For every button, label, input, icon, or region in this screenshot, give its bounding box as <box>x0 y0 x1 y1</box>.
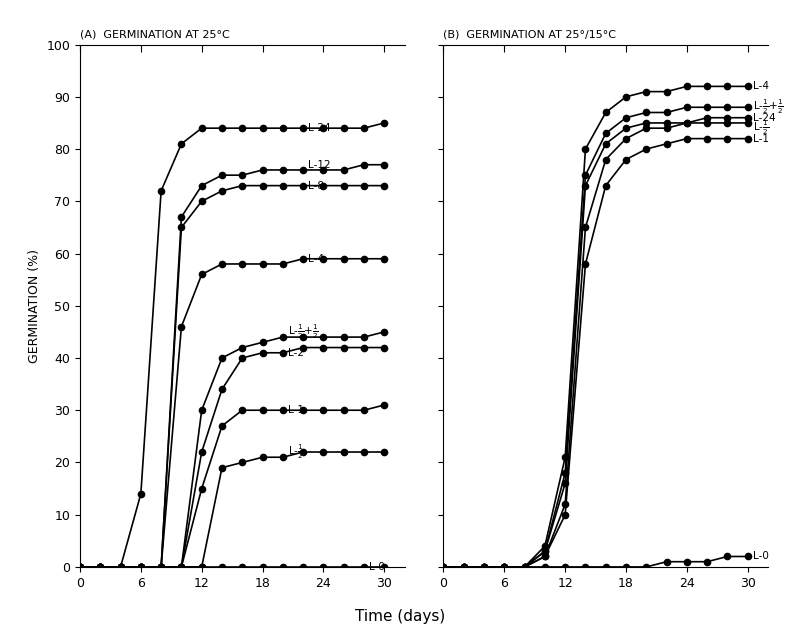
Text: L-$\mathregular{\frac{1}{2}}$: L-$\mathregular{\frac{1}{2}}$ <box>288 443 304 461</box>
Text: L-24: L-24 <box>308 123 331 133</box>
Text: L-24: L-24 <box>753 113 775 123</box>
Text: Time (days): Time (days) <box>355 609 445 624</box>
Text: L-8: L-8 <box>308 181 324 190</box>
Text: L-4: L-4 <box>753 82 769 91</box>
Text: L-$\mathregular{\frac{1}{2}}$+$\mathregular{\frac{1}{2}}$: L-$\mathregular{\frac{1}{2}}$+$\mathregu… <box>753 98 783 117</box>
Text: (B)  GERMINATION AT 25°/15°C: (B) GERMINATION AT 25°/15°C <box>443 30 617 39</box>
Text: L-$\mathregular{\frac{1}{2}}$+$\mathregular{\frac{1}{2}}$: L-$\mathregular{\frac{1}{2}}$+$\mathregu… <box>288 323 318 341</box>
Text: L-0: L-0 <box>753 552 769 561</box>
Text: L-0: L-0 <box>369 562 385 572</box>
Text: L-12: L-12 <box>308 160 331 169</box>
Text: (A)  GERMINATION AT 25°C: (A) GERMINATION AT 25°C <box>80 30 230 39</box>
Text: L-2: L-2 <box>288 348 304 358</box>
Text: L-4: L-4 <box>308 254 324 264</box>
Y-axis label: GERMINATION (%): GERMINATION (%) <box>28 249 41 362</box>
Text: L-1: L-1 <box>753 134 769 143</box>
Text: L-1: L-1 <box>288 405 304 415</box>
Text: L-$\mathregular{\frac{1}{2}}$: L-$\mathregular{\frac{1}{2}}$ <box>753 119 769 138</box>
